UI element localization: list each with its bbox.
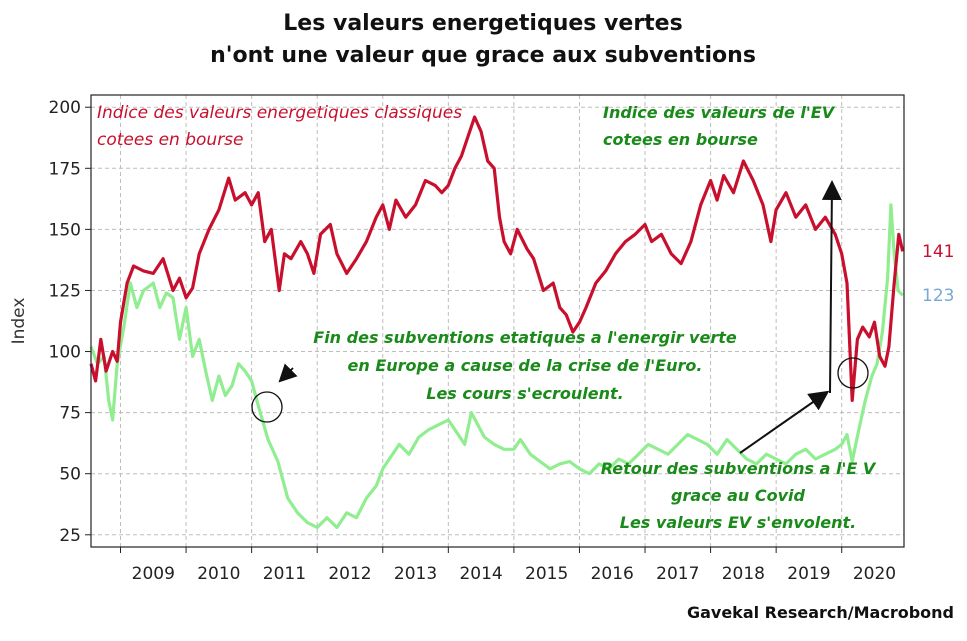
axes: 25 50 75 100 125 150 175 200 2009 2010 2011 2012 201… [49,98,897,584]
red-series-label-line-1: Indice des valeurs energetiques classiqu… [97,103,462,123]
highlight-circle-2011 [251,391,283,423]
x-tick-label: 2018 [722,564,765,584]
x-tick-label: 2017 [656,564,699,584]
y-axis-label: Index [9,298,29,345]
green-series-end-label: 123 [922,286,954,306]
arrow-up-rally [821,180,842,394]
note-2-line-1: Retour des subventions a l'E V [601,459,877,478]
x-tick-label: 2015 [525,564,568,584]
series-layer [89,115,905,530]
chart-title-line-2: n'ont une valeur que grace aux subventio… [210,43,756,68]
red-series-label-line-2: cotees en bourse [97,130,244,150]
y-tick-label: 125 [49,281,81,301]
x-tick-label: 2009 [132,564,175,584]
x-tick-label: 2011 [263,564,306,584]
chart-title-line-1: Les valeurs energetiques vertes [283,11,682,36]
y-tick-label: 200 [49,98,81,118]
green-series-label-line-1: Indice des valeurs de l'EV [603,103,836,122]
note-2-line-3: Les valeurs EV s'envolent. [620,513,857,532]
plot-frame [90,94,905,548]
note-1-line-3: Les cours s'ecroulent. [426,384,623,403]
y-tick-label: 75 [59,404,81,424]
highlight-circle-2020 [837,357,869,389]
source-credit: Gavekal Research/Macrobond [687,603,954,622]
x-tick-label: 2012 [328,564,371,584]
y-tick-label: 100 [49,343,81,363]
grid [91,95,904,547]
y-tick-label: 25 [59,526,81,546]
note-1-line-2: en Europe a cause de la crise de l'Euro. [348,356,703,375]
green-series-label-line-2: cotees en bourse [603,130,758,149]
red-series-end-label: 141 [922,242,954,262]
y-tick-label: 150 [49,220,81,240]
arrow-to-covid-low [739,390,830,454]
arrow-to-2011-drop [278,363,298,383]
x-tick-label: 2014 [459,564,502,584]
series-line-ev [89,203,904,530]
y-tick-label: 50 [59,465,81,485]
y-tick-label: 175 [49,159,81,179]
note-2-line-2: grace au Covid [671,486,805,505]
x-tick-label: 2010 [197,564,240,584]
x-tick-label: 2013 [394,564,437,584]
x-tick-label: 2020 [853,564,896,584]
x-tick-label: 2019 [787,564,830,584]
x-tick-label: 2016 [591,564,634,584]
series-line-classic-energy [89,115,905,402]
note-1-line-1: Fin des subventions etatiques a l'energi… [313,328,737,347]
